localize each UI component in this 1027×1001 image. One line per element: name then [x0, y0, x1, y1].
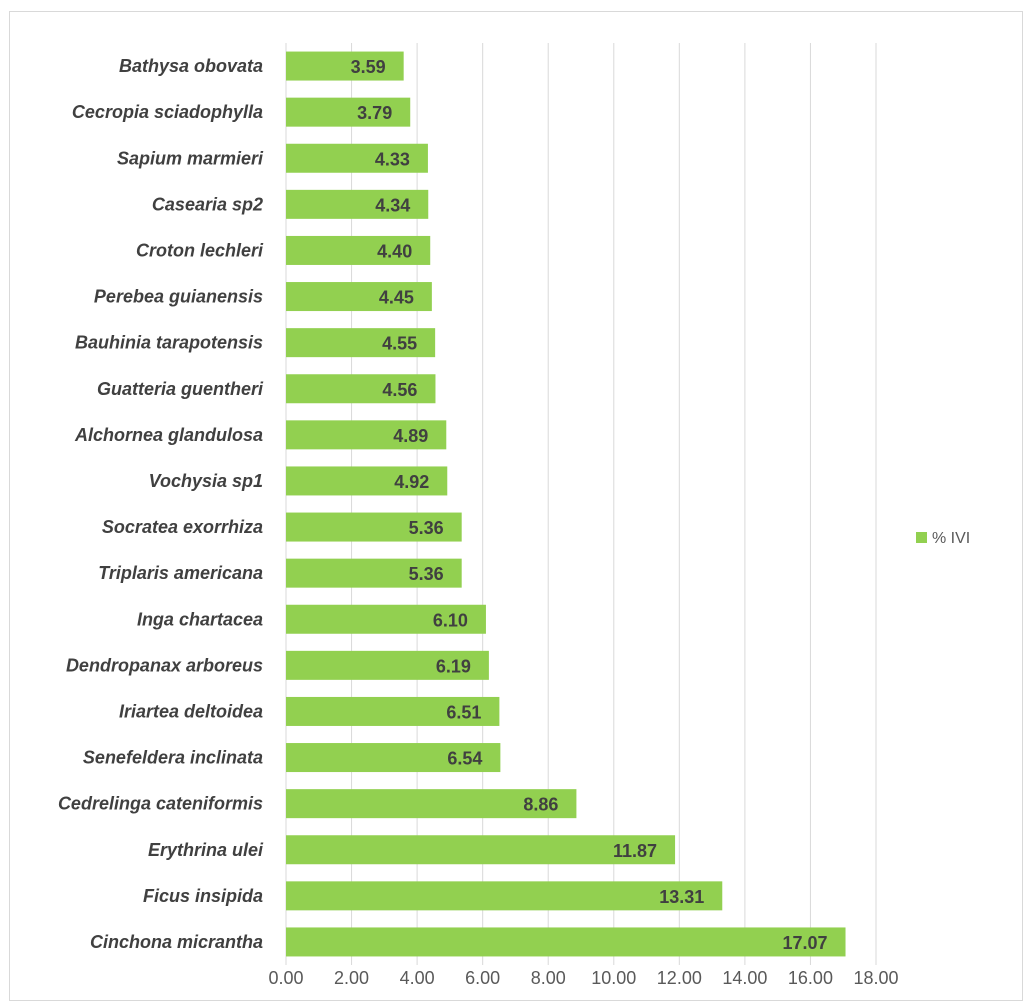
category-label: Ficus insipida [143, 886, 263, 906]
bar [286, 512, 462, 542]
category-label: Erythrina ulei [148, 840, 264, 860]
category-label: Inga chartacea [137, 609, 263, 629]
data-label: 4.33 [375, 149, 410, 169]
x-tick-label: 12.00 [657, 968, 702, 988]
x-tick-label: 16.00 [788, 968, 833, 988]
bar [286, 789, 577, 819]
bar [286, 328, 436, 358]
category-label: Bathysa obovata [119, 56, 263, 76]
category-label: Dendropanax arboreus [66, 655, 263, 675]
category-label: Guatteria guentheri [97, 379, 264, 399]
bar [286, 604, 486, 634]
data-label: 11.87 [613, 841, 657, 861]
bar [286, 420, 447, 450]
data-label: 5.36 [409, 564, 444, 584]
data-label: 4.40 [377, 241, 412, 261]
x-tick-label: 6.00 [465, 968, 500, 988]
data-label: 6.10 [433, 610, 468, 630]
bar [286, 282, 432, 312]
category-label: Casearia sp2 [152, 194, 263, 214]
bar [286, 743, 501, 773]
data-label: 8.86 [523, 795, 558, 815]
legend-label: % IVI [932, 530, 970, 547]
data-label: 4.55 [382, 334, 417, 354]
data-label: 4.56 [382, 380, 417, 400]
bar [286, 881, 723, 911]
category-label: Alchornea glandulosa [74, 425, 263, 445]
data-label: 3.79 [357, 103, 392, 123]
bar [286, 51, 404, 81]
bar [286, 97, 411, 127]
data-label: 4.45 [379, 288, 414, 308]
legend: % IVI [916, 530, 970, 547]
category-label: Croton lechleri [136, 240, 264, 260]
category-label: Vochysia sp1 [149, 471, 263, 491]
x-tick-labels: 0.00 2.00 4.00 6.00 8.00 10.00 12.00 14.00 16.00… [268, 968, 898, 988]
data-label: 4.92 [394, 472, 429, 492]
data-label: 3.59 [351, 57, 386, 77]
category-labels: Bathysa obovata Cecropia sciadophylla Sapi… [58, 56, 264, 952]
bar [286, 189, 429, 219]
bar [286, 650, 489, 680]
data-label: 5.36 [409, 518, 444, 538]
category-label: Cedrelinga cateniformis [58, 794, 263, 814]
x-tick-label: 2.00 [334, 968, 369, 988]
bar [286, 696, 500, 726]
category-label: Triplaris americana [98, 563, 263, 583]
bar [286, 235, 431, 265]
category-label: Bauhinia tarapotensis [75, 333, 263, 353]
bar [286, 143, 428, 173]
x-tick-label: 4.00 [400, 968, 435, 988]
category-label: Perebea guianensis [94, 287, 263, 307]
bar [286, 466, 448, 496]
x-tick-label: 8.00 [531, 968, 566, 988]
category-label: Iriartea deltoidea [119, 701, 263, 721]
data-label: 13.31 [659, 887, 704, 907]
category-label: Cinchona micrantha [90, 932, 263, 952]
data-label: 4.34 [375, 195, 410, 215]
data-label: 4.89 [393, 426, 428, 446]
bar [286, 558, 462, 588]
bar [286, 374, 436, 404]
x-tick-label: 14.00 [722, 968, 767, 988]
bars: 3.59 3.79 4.33 4.34 4.40 4.45 4.55 4.56 4.89 4.92… [286, 51, 846, 957]
data-label: 6.19 [436, 656, 471, 676]
data-label: 6.51 [446, 702, 481, 722]
bar [286, 927, 846, 957]
category-label: Senefeldera inclinata [83, 748, 263, 768]
bar [286, 835, 676, 865]
category-label: Socratea exorrhiza [102, 517, 263, 537]
data-label: 6.54 [447, 749, 482, 769]
legend-swatch [916, 532, 927, 543]
x-tick-label: 0.00 [268, 968, 303, 988]
category-label: Sapium marmieri [117, 148, 264, 168]
gridlines [285, 43, 877, 965]
category-label: Cecropia sciadophylla [72, 102, 263, 122]
x-tick-label: 18.00 [853, 968, 898, 988]
x-tick-label: 10.00 [591, 968, 636, 988]
data-label: 17.07 [782, 933, 827, 953]
